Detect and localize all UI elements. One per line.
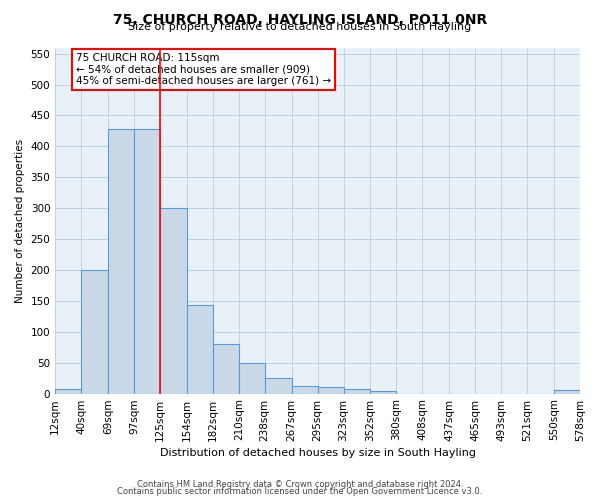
Text: Contains public sector information licensed under the Open Government Licence v3: Contains public sector information licen…	[118, 487, 482, 496]
Y-axis label: Number of detached properties: Number of detached properties	[15, 138, 25, 302]
Bar	[265, 378, 292, 394]
Bar	[134, 129, 160, 394]
Bar	[239, 362, 265, 394]
Bar	[213, 344, 239, 394]
Bar	[292, 386, 317, 394]
Bar	[108, 129, 134, 394]
Bar	[554, 390, 580, 394]
Text: 75 CHURCH ROAD: 115sqm
← 54% of detached houses are smaller (909)
45% of semi-de: 75 CHURCH ROAD: 115sqm ← 54% of detached…	[76, 52, 331, 86]
Bar	[187, 305, 213, 394]
Text: 75, CHURCH ROAD, HAYLING ISLAND, PO11 0NR: 75, CHURCH ROAD, HAYLING ISLAND, PO11 0N…	[113, 12, 487, 26]
Bar	[344, 389, 370, 394]
Bar	[160, 208, 187, 394]
Bar	[370, 391, 397, 394]
Bar	[81, 270, 108, 394]
Bar	[317, 388, 344, 394]
Text: Size of property relative to detached houses in South Hayling: Size of property relative to detached ho…	[128, 22, 472, 32]
X-axis label: Distribution of detached houses by size in South Hayling: Distribution of detached houses by size …	[160, 448, 476, 458]
Text: Contains HM Land Registry data © Crown copyright and database right 2024.: Contains HM Land Registry data © Crown c…	[137, 480, 463, 489]
Bar	[55, 388, 81, 394]
